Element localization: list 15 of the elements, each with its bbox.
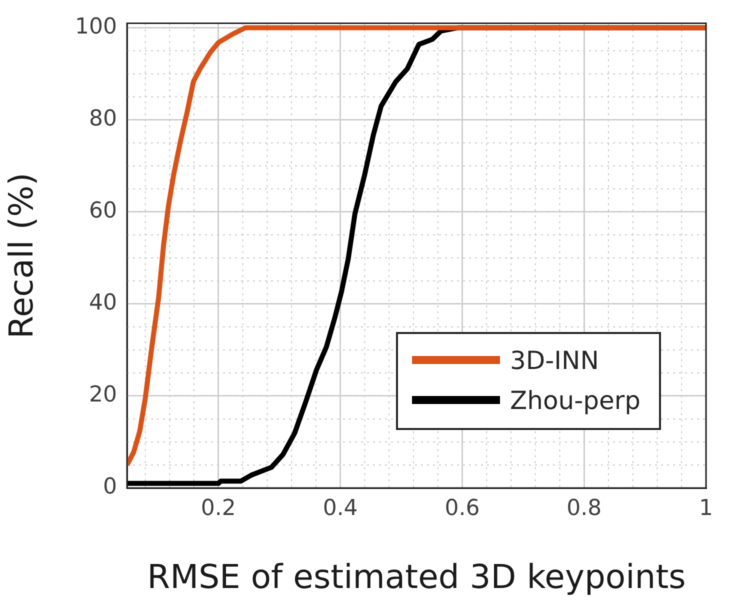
x-axis-title: RMSE of estimated 3D keypoints <box>147 556 686 596</box>
x-tick-label: 1 <box>699 496 713 521</box>
x-tick-label: 0.6 <box>444 496 480 521</box>
y-axis-title: Recall (%) <box>1 172 40 339</box>
y-tick-label: 0 <box>103 474 117 500</box>
legend-label: Zhou-perp <box>510 386 641 414</box>
x-tick-label: 0.8 <box>566 496 602 521</box>
x-tick-label: 0.2 <box>200 496 236 521</box>
y-tick-label: 80 <box>89 106 117 132</box>
x-tick-label: 0.4 <box>322 496 358 521</box>
y-tick-label: 40 <box>89 290 117 316</box>
y-tick-label: 100 <box>75 14 117 40</box>
legend-label: 3D-INN <box>510 346 599 374</box>
y-tick-label: 20 <box>89 382 117 408</box>
y-tick-label: 60 <box>89 198 117 224</box>
